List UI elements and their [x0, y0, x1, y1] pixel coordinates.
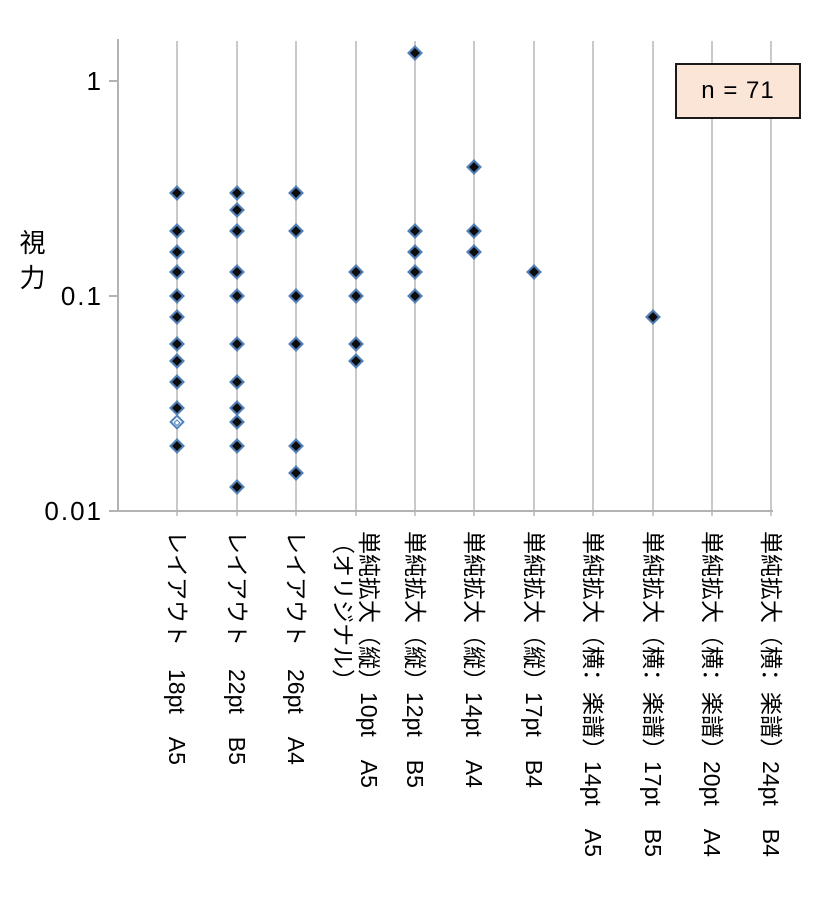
- data-point-marker: [288, 288, 304, 304]
- open-marker-inner-diamond: [173, 418, 181, 426]
- data-point-marker: [169, 263, 186, 280]
- data-point-marker-open: [169, 413, 186, 430]
- y-axis-tick: [109, 80, 117, 82]
- x-axis-category-label: レイアウト 22pt B5: [223, 531, 250, 765]
- data-point-marker: [288, 335, 304, 352]
- data-point-marker: [229, 288, 245, 304]
- x-axis-category-label: 単純拡大（横：楽譜）20pt A4: [699, 531, 725, 857]
- data-point-marker: [466, 223, 483, 240]
- annotation-text: n = 71: [701, 77, 775, 104]
- data-point-marker: [526, 263, 542, 280]
- data-point-marker: [288, 185, 304, 202]
- data-point-marker: [466, 244, 483, 260]
- x-axis-category-label: 単純拡大（横：楽譜）14pt A5: [580, 531, 607, 857]
- data-point-marker: [169, 223, 186, 240]
- x-axis-line: [117, 510, 773, 512]
- data-point-marker: [229, 373, 245, 390]
- data-point-marker: [347, 352, 364, 369]
- gridline: [295, 41, 298, 516]
- annotation-box: n = 71: [675, 63, 801, 119]
- x-axis-category-label: 単純拡大（横：楽譜）17pt B5: [639, 531, 666, 857]
- data-point-marker: [407, 288, 423, 304]
- x-axis-category-label: レイアウト 26pt A4: [283, 531, 310, 765]
- data-point-marker: [229, 263, 245, 280]
- x-axis-category-label: 単純拡大（縦）17pt B4: [520, 531, 547, 788]
- data-point-marker: [229, 438, 245, 455]
- data-point-marker: [288, 223, 304, 240]
- y-axis-tick: [109, 510, 117, 512]
- data-point-marker: [644, 309, 661, 325]
- data-point-marker: [229, 202, 245, 219]
- data-point-marker: [229, 335, 245, 352]
- gridline: [651, 41, 654, 516]
- x-axis-category-label: 単純拡大（縦）14pt A4: [461, 531, 488, 788]
- data-point-marker: [169, 309, 186, 325]
- y-axis-tick-label: 0.1: [60, 281, 103, 311]
- data-point-marker: [169, 335, 186, 352]
- data-point-marker: [407, 45, 423, 61]
- data-point-marker: [407, 244, 423, 260]
- data-point-marker: [169, 438, 186, 455]
- data-point-marker: [407, 223, 423, 240]
- gridline: [473, 41, 476, 516]
- gridline: [592, 41, 595, 516]
- data-point-marker: [347, 263, 364, 280]
- data-point-marker: [288, 465, 304, 481]
- data-point-marker: [347, 288, 364, 304]
- data-point-marker: [229, 185, 245, 202]
- data-point-marker: [169, 352, 186, 369]
- data-point-marker: [466, 158, 483, 175]
- y-axis-tick-label: 0.01: [44, 496, 103, 526]
- data-point-marker: [169, 288, 186, 304]
- data-point-marker: [347, 335, 364, 352]
- data-point-marker: [169, 244, 186, 260]
- x-axis-category-label: 単純拡大（横：楽譜）24pt B4: [758, 531, 785, 857]
- y-axis-tick: [109, 295, 117, 297]
- gridline: [711, 41, 713, 516]
- x-axis-category-label: 単純拡大（縦）10pt A5 （オリジナル）: [329, 531, 382, 788]
- data-point-marker: [229, 478, 245, 495]
- gridline: [770, 41, 773, 516]
- y-axis-line: [117, 39, 119, 512]
- data-point-marker: [407, 263, 423, 280]
- data-point-marker: [288, 438, 304, 455]
- data-point-marker: [229, 223, 245, 240]
- y-axis-title: 視力: [16, 229, 46, 299]
- data-point-marker: [169, 373, 186, 390]
- x-axis-category-label: レイアウト 18pt A5: [164, 531, 191, 765]
- data-point-marker: [169, 185, 186, 202]
- x-axis-category-label: 単純拡大（縦）12pt B5: [402, 531, 428, 788]
- data-point-marker: [229, 413, 245, 430]
- y-axis-tick-label: 1: [86, 66, 103, 96]
